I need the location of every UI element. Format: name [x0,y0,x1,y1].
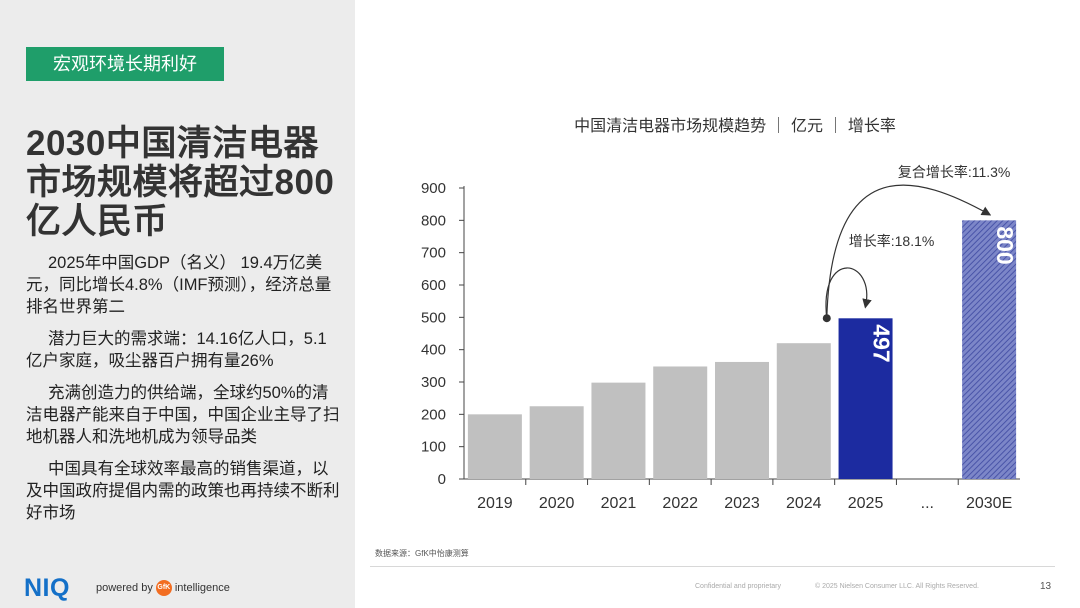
x-tick-label: 2030E [966,495,1012,512]
data-label-2025: 497 [869,324,895,362]
x-tick-label: 2019 [477,495,513,512]
section-tag: 宏观环境长期利好 [26,47,224,81]
y-tick-label: 900 [421,180,446,197]
x-tick-label: 2025 [848,495,884,512]
y-tick-label: 400 [421,342,446,359]
y-tick-label: 700 [421,245,446,262]
page-number: 13 [1040,581,1052,592]
growth-annotation: 增长率:18.1% [849,233,935,249]
footer-logos: NIQ powered by GfK intelligence [24,573,230,603]
data-label-2030E: 800 [992,226,1018,264]
arrow-origin-dot [822,314,831,323]
bar-2023 [715,361,769,479]
data-source: 数据来源：GfK中怡康测算 [375,549,469,558]
bullet-gdp: 2025年中国GDP（名义） 19.4万亿美元，同比增长4.8%（IMF预测），… [26,254,332,316]
bullet-channel: 中国具有全球效率最高的销售渠道，以及中国政府提倡内需的政策也再持续不断利好市场 [26,460,340,522]
y-tick-label: 0 [438,471,446,488]
y-tick-label: 600 [421,277,446,294]
y-tick-label: 500 [421,309,446,326]
bar-2019 [467,414,522,479]
bar-2030E [962,220,1017,479]
confidential-note: Confidential and proprietary [695,583,781,590]
cagr-arrow [826,184,992,319]
chart-title: 中国清洁电器市场规模趋势 ｜ 亿元 ｜ 增长率 [574,118,896,135]
bullet-demand: 潜力巨大的需求端：14.16亿人口，5.1亿户家庭，吸尘器百户拥有量26% [26,330,327,370]
niq-logo: NIQ [24,573,70,602]
x-tick-label: 2024 [786,495,822,512]
y-tick-label: 200 [421,406,446,423]
bar-2025 [838,318,893,479]
bullet-supply: 充满创造力的供给端，全球约50%的清洁电器产能来自于中国，中国企业主导了扫地机器… [26,384,340,446]
headline: 2030中国清洁电器市场规模将超过800亿人民币 [26,124,335,241]
powered-by: powered by GfK intelligence [96,580,230,596]
y-tick-label: 800 [421,212,446,229]
powered-by-text: powered by [95,582,153,594]
left-panel [0,0,355,608]
intelligence-text: intelligence [174,582,230,594]
cagr-annotation: 复合增长率:11.3% [898,164,1011,180]
bar-2020 [529,406,584,479]
y-tick-label: 100 [421,439,446,456]
bullet-list: 2025年中国GDP（名义） 19.4万亿美元，同比增长4.8%（IMF预测），… [26,252,341,534]
x-tick-label: 2023 [724,495,760,512]
bar-2022 [653,366,708,479]
gfk-logo-icon: GfK [155,580,172,596]
x-tick-label: 2021 [601,495,637,512]
copyright-note: © 2025 Nielsen Consumer LLC. All Rights … [815,583,979,590]
footer-divider [370,566,1055,567]
bar-2021 [591,382,646,479]
x-tick-label: 2022 [662,495,698,512]
y-tick-label: 300 [421,374,446,391]
growth-arrow [825,267,872,319]
market-size-chart: 0 100 200 300 400 500 600 700 800 900 2019 2020 2021… [421,164,1020,512]
x-tick-label: ... [921,495,934,512]
bar-2024 [776,343,831,479]
x-tick-label: 2020 [539,495,575,512]
